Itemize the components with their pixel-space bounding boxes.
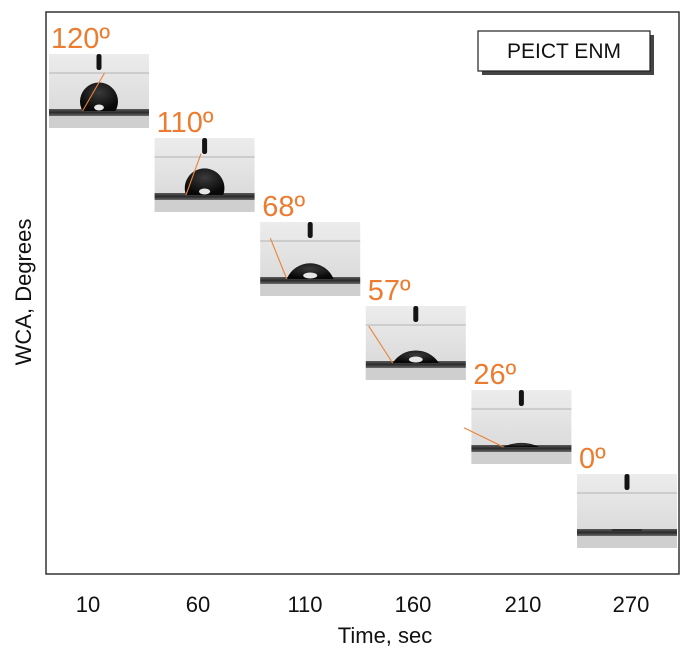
y-axis-title: WCA, Degrees bbox=[11, 219, 36, 366]
plot-frame bbox=[45, 11, 680, 575]
x-tick-label: 60 bbox=[186, 592, 210, 617]
x-tick-label: 10 bbox=[76, 592, 100, 617]
droplet-marker bbox=[49, 54, 149, 128]
x-tick-label: 210 bbox=[505, 592, 542, 617]
x-tick-label: 160 bbox=[395, 592, 432, 617]
droplet-marker bbox=[365, 306, 466, 380]
droplet-marker bbox=[260, 222, 361, 296]
droplet-marker bbox=[463, 390, 572, 464]
legend: PEICT ENM bbox=[477, 30, 654, 75]
droplet-marker bbox=[577, 474, 677, 548]
x-tick-labels: 10 60 110 160 210 270 bbox=[76, 592, 650, 617]
legend-text: PEICT ENM bbox=[507, 40, 621, 63]
angle-label: 26º bbox=[473, 359, 516, 391]
legend-box bbox=[477, 30, 651, 72]
x-tick-label: 110 bbox=[287, 592, 322, 617]
angle-label: 57º bbox=[368, 275, 411, 307]
angle-label: 68º bbox=[262, 191, 305, 223]
angle-labels: 120º 110º 68º 57º 26º 0º bbox=[51, 23, 606, 475]
angle-label: 0º bbox=[579, 443, 606, 475]
angle-label: 120º bbox=[51, 23, 110, 55]
x-tick-label: 270 bbox=[613, 592, 650, 617]
x-axis-title: Time, sec bbox=[338, 623, 433, 648]
angle-label: 110º bbox=[157, 107, 214, 139]
droplet-marker bbox=[154, 138, 255, 212]
droplet-markers bbox=[49, 54, 677, 548]
